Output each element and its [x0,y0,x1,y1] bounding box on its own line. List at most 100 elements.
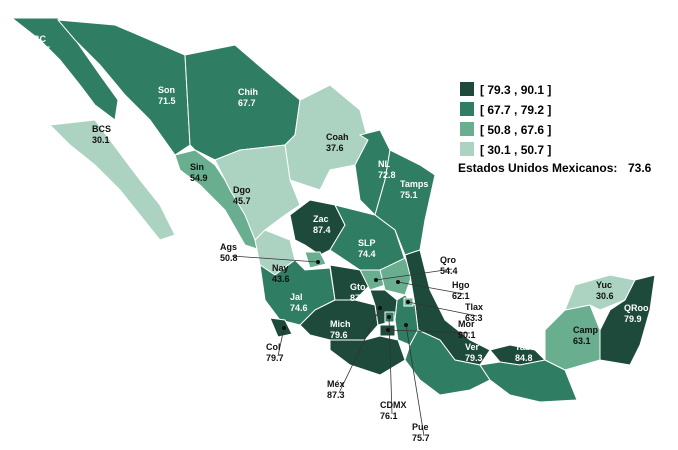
legend-swatch [460,122,474,136]
state-value: 30.6 [596,291,614,301]
leader [405,324,425,437]
state [479,359,578,403]
leader [338,307,381,394]
state-value: 81.0 [366,391,384,401]
state-value: 43.6 [272,274,290,284]
state-abbr: NL [378,159,390,169]
state-abbr: CDMX [380,400,407,410]
state-abbr: Qro [440,255,457,265]
state-abbr: Zac [313,214,329,224]
dot [316,260,320,264]
legend-label: [ 67.7 , 79.2 ] [480,103,551,117]
state-value: 79.6 [330,330,348,340]
state-value: 76.1 [380,411,398,421]
state-abbr: Coah [326,132,349,142]
state-abbr: Tamps [400,179,428,189]
state-value: 45.7 [233,196,251,206]
state-value: 30.1 [92,135,110,145]
dot [406,300,410,304]
state-value: 75.7 [412,433,430,443]
state-abbr: Col [266,342,281,352]
state-abbr: Ver [465,342,480,352]
legend-label: [ 30.1 , 50.7 ] [480,143,551,157]
dot [396,280,400,284]
state-value: 79.3 [465,353,483,363]
legend-label: [ 79.3 , 90.1 ] [480,83,551,97]
state-abbr: Hgo [452,280,470,290]
state-abbr: Chis [520,402,540,412]
state-abbr: Tlax [465,302,483,312]
state-value: 87.3 [327,390,345,400]
state-value: 90.1 [458,330,476,340]
state-value: 63.1 [573,336,591,346]
state [599,274,656,366]
state [48,119,176,241]
state [214,144,301,241]
state-abbr: Gto [350,282,366,292]
legend-swatch [460,102,474,116]
state-value: 54.4 [440,266,458,276]
state-value: 54.9 [190,173,208,183]
state [269,317,293,338]
state-value: 77.5 [520,413,538,423]
state-abbr: Yuc [596,280,612,290]
state [304,251,327,269]
state-value: 71.5 [158,96,176,106]
dot [404,323,408,327]
legend-swatch [460,142,474,156]
state-abbr: BC [33,34,46,44]
state-value: 37.6 [326,143,344,153]
state-value: 62.1 [452,291,470,301]
state-abbr: Dgo [233,185,251,195]
dot [378,306,382,310]
state-abbr: Ags [220,242,237,252]
national-label: Estados Unidos Mexicanos: [458,161,617,175]
state-value: 75.1 [400,190,418,200]
state-value: 87.4 [313,225,331,235]
state-value: 73.5 [33,45,51,55]
state-abbr: Mor [458,319,475,329]
leader [397,281,465,295]
state-abbr: Sin [190,162,204,172]
state-abbr: Méx [327,379,345,389]
state-abbr: Tab [515,342,531,352]
state [544,304,601,371]
dot [386,328,390,332]
state-value: 79.9 [624,314,642,324]
state-abbr: Camp [573,325,599,335]
leader [375,268,453,281]
state-abbr: Jal [290,292,303,302]
legend-swatch [460,82,474,96]
state [329,335,406,376]
state-abbr: QRoo [624,303,649,313]
state [379,257,413,296]
state-value: 84.8 [515,353,533,363]
state-abbr: Nay [272,263,289,273]
state-value: 63.3 [465,313,483,323]
state-value: 72.8 [378,170,396,180]
leader [387,329,471,334]
state-abbr: BCS [92,124,111,134]
state-value: 50.8 [220,253,238,263]
state-value: 74.4 [358,249,376,259]
leader [231,255,319,263]
states [10,17,656,403]
state-abbr: Son [158,85,175,95]
state [56,19,191,156]
leader [277,327,285,357]
national-value: 73.6 [628,161,652,175]
state [329,264,371,301]
state-value: 87.5 [350,293,368,303]
state-value: 79.7 [266,353,284,363]
state-value: 67.7 [238,98,256,108]
dot [387,315,391,319]
legend-label: [ 50.8 , 67.6 ] [480,123,551,137]
state-abbr: Chih [238,87,258,97]
state-value: 68.5 [445,403,463,413]
state-abbr: Mich [330,319,351,329]
state-abbr: SLP [358,238,376,248]
state-value: 74.6 [290,303,308,313]
leader [407,301,478,317]
state-abbr: Oax [445,392,462,402]
